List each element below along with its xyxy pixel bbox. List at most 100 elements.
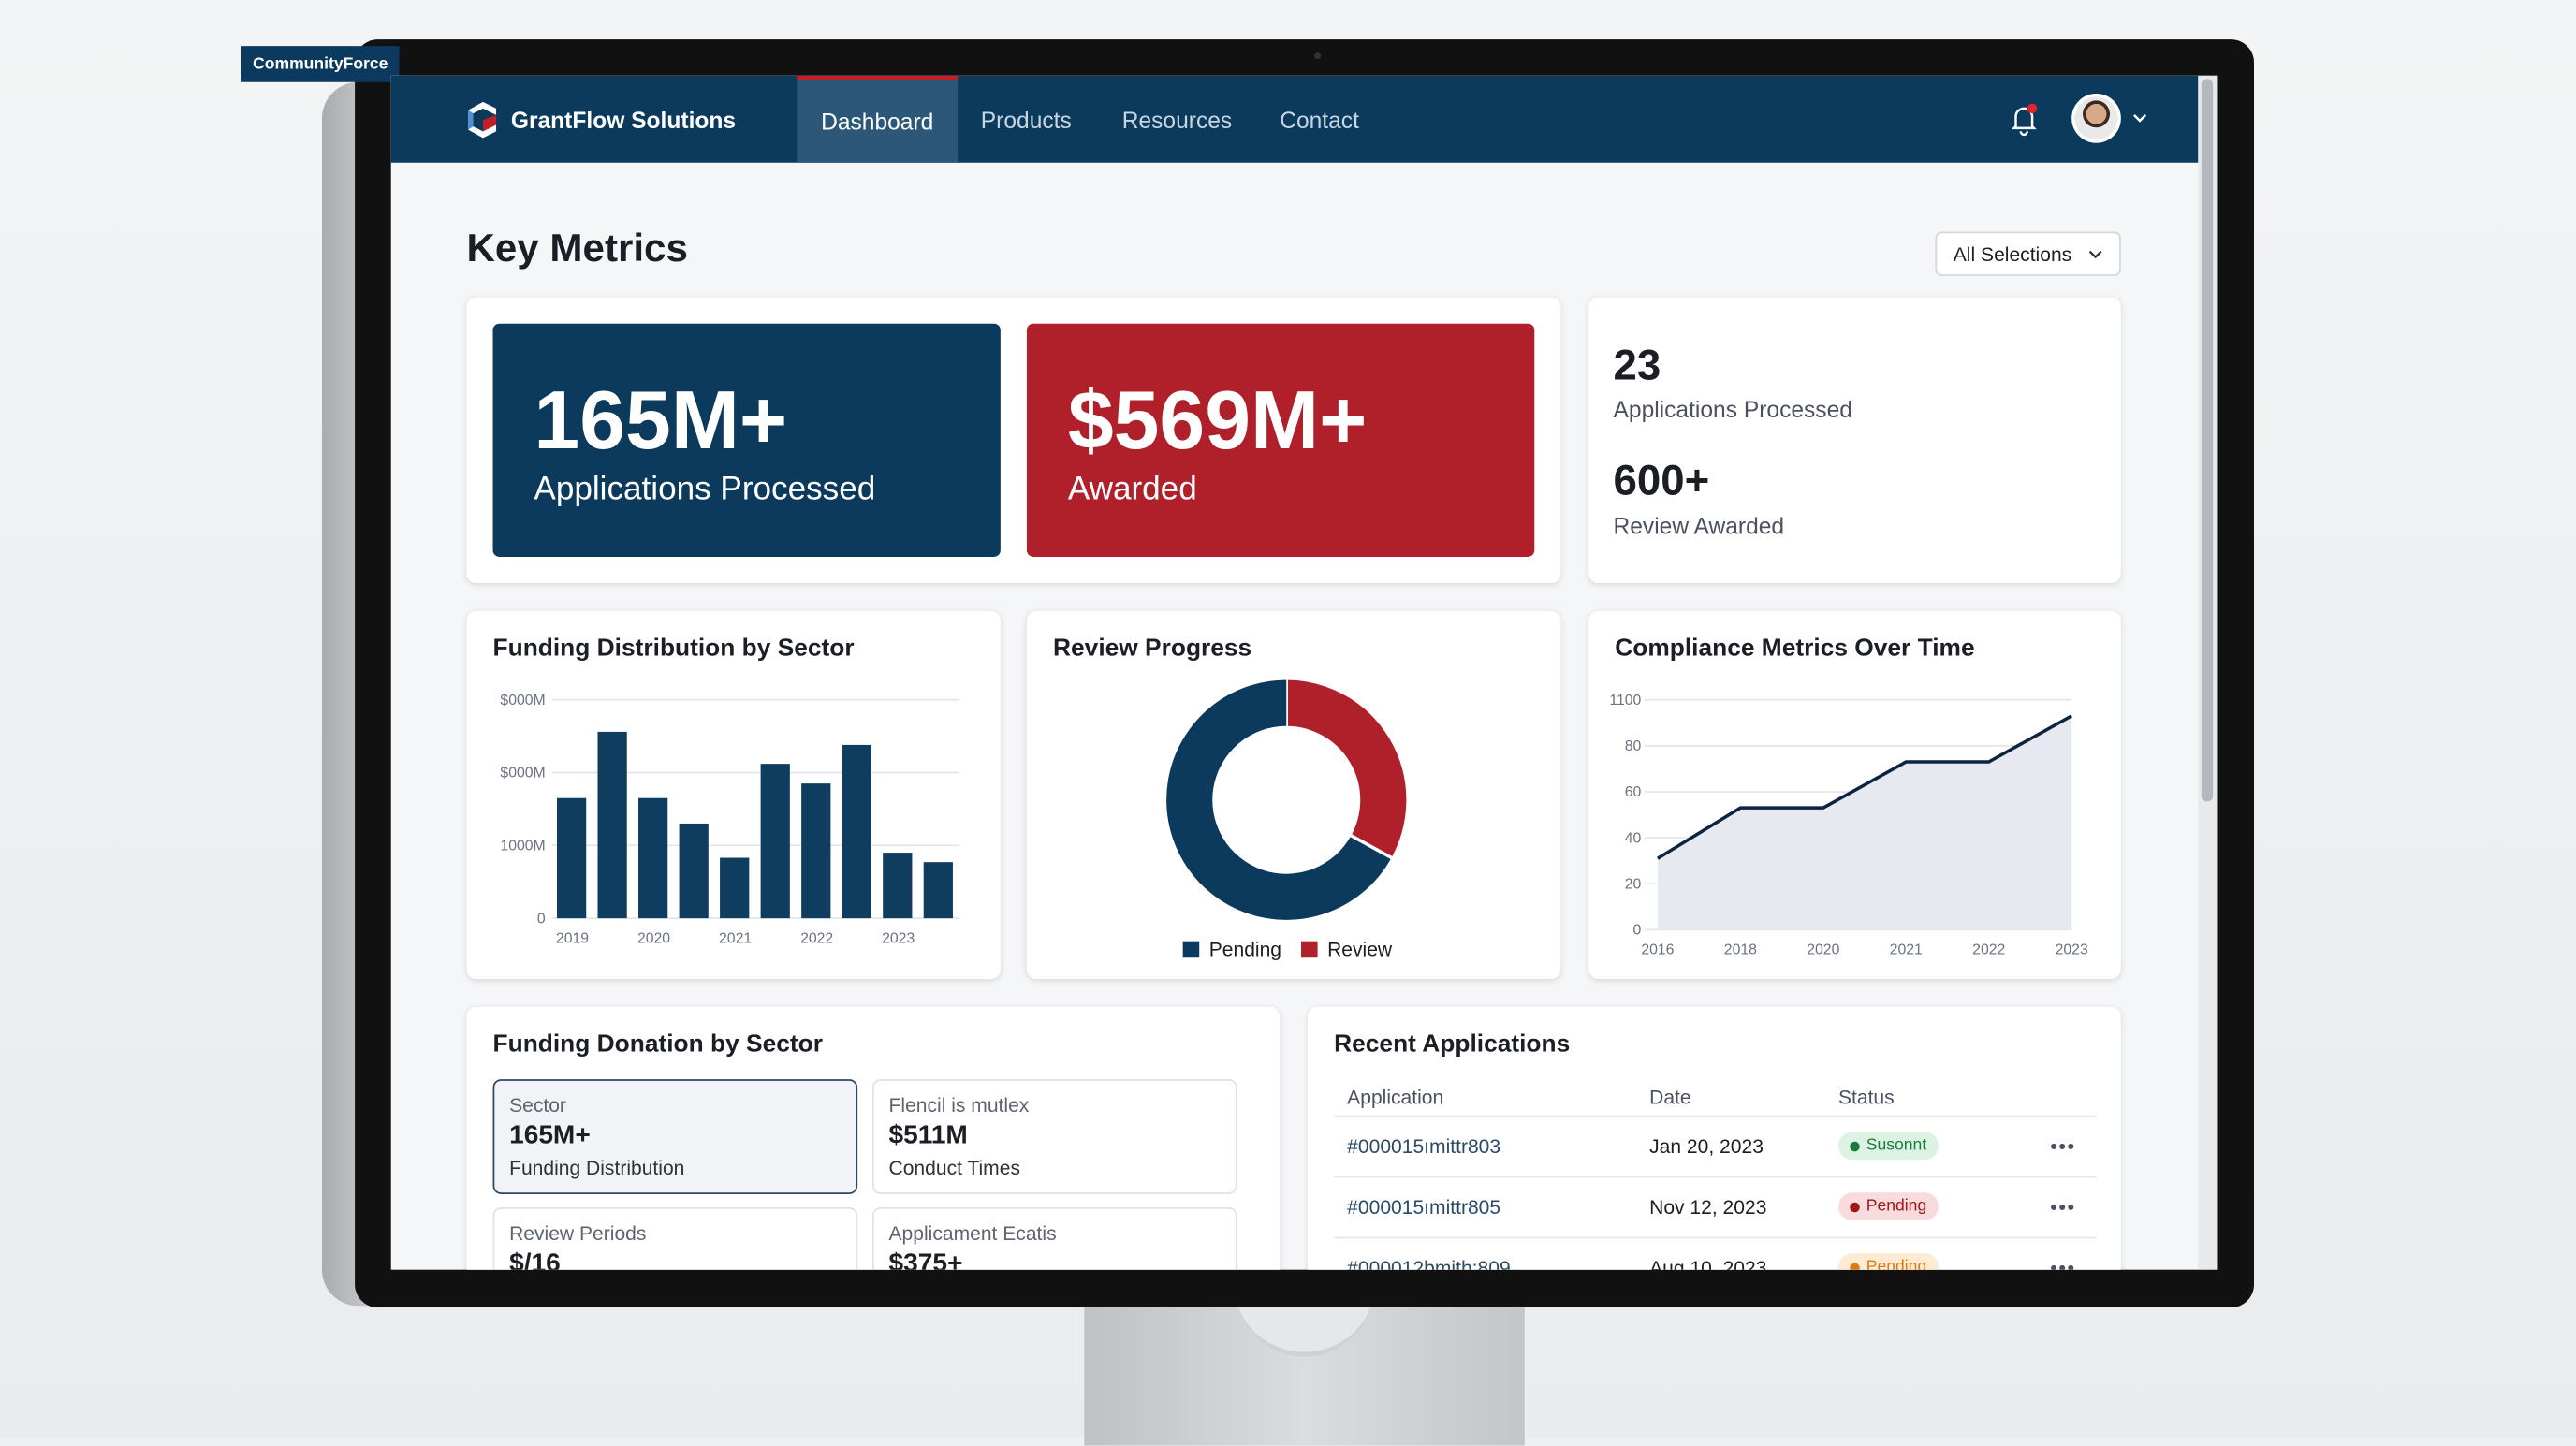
- x-tick-label: 2020: [637, 930, 670, 946]
- bar: [597, 731, 627, 919]
- table-row[interactable]: #000015ımittr805 Nov 12, 2023 Pending •••: [1334, 1176, 2097, 1235]
- chart-title: Compliance Metrics Over Time: [1615, 634, 1975, 663]
- hero-value: 165M+: [534, 374, 788, 467]
- status-dot-icon: [1850, 1140, 1860, 1151]
- hero-awarded: $569M+ Awarded: [1026, 323, 1535, 557]
- area-fill: [1657, 715, 2072, 930]
- sector-tile[interactable]: Applicament Ecatis $375+: [871, 1206, 1237, 1270]
- slice-divider: [1349, 833, 1394, 860]
- screen: GrantFlow Solutions Dashboard Products R…: [390, 75, 2218, 1270]
- bar: [720, 857, 750, 919]
- tab-resources[interactable]: Resources: [1121, 106, 1233, 133]
- tab-dashboard[interactable]: Dashboard: [797, 75, 959, 163]
- x-tick-label: 2022: [800, 930, 833, 946]
- y-tick-label: 1100: [1609, 693, 1641, 708]
- chevron-down-icon: [2088, 249, 2102, 258]
- tile-label: Sector: [509, 1093, 566, 1117]
- tile-label: Flencil is mutlex: [888, 1093, 1030, 1117]
- filter-value: All Selections: [1953, 241, 2072, 266]
- bell-icon[interactable]: [2011, 103, 2038, 137]
- donut-chart: Pending Review: [1166, 678, 1407, 960]
- x-tick-label: 2021: [719, 930, 752, 946]
- status-badge: Pending: [1837, 1253, 1939, 1270]
- scrollbar-thumb[interactable]: [2201, 79, 2214, 802]
- table-row[interactable]: #000012bmith:809 Aug 10, 2023 Pending •••: [1334, 1236, 2097, 1270]
- tile-value: $/16: [509, 1249, 561, 1270]
- application-link[interactable]: #000015ımittr805: [1347, 1194, 1501, 1219]
- chart-title: Funding Distribution by Sector: [492, 634, 855, 663]
- filter-dropdown[interactable]: All Selections: [1935, 231, 2121, 276]
- bar: [883, 853, 913, 919]
- tile-label: Review Periods: [509, 1221, 647, 1246]
- x-tick-label: 2018: [1724, 942, 1757, 958]
- tab-contact[interactable]: Contact: [1280, 106, 1359, 133]
- y-tick-label: $000M: [500, 693, 545, 708]
- x-tick-label: 2023: [2056, 942, 2088, 958]
- y-tick-label: 20: [1625, 877, 1642, 893]
- hero-label: Applications Processed: [534, 471, 876, 508]
- area-chart: 0 20 40 60 80 1100 2016 2018 2020 2021 2022 2023: [1609, 693, 2088, 958]
- x-tick-label: 2022: [1972, 942, 2005, 958]
- scrollbar[interactable]: [2198, 75, 2218, 1270]
- hero-label: Awarded: [1067, 471, 1197, 508]
- bar: [760, 764, 790, 919]
- hero-card: 165M+ Applications Processed $569M+ Awarde…: [466, 297, 1561, 584]
- chart-title: Review Progress: [1053, 634, 1252, 663]
- y-tick-label: 0: [537, 911, 546, 927]
- section-title: Recent Applications: [1334, 1030, 1571, 1059]
- y-tick-label: $000M: [500, 766, 545, 781]
- bar: [923, 862, 953, 919]
- more-options-icon[interactable]: •••: [2050, 1133, 2076, 1158]
- more-options-icon[interactable]: •••: [2050, 1194, 2076, 1219]
- brand-name: GrantFlow Solutions: [510, 107, 737, 134]
- tile-label: Applicament Ecatis: [888, 1221, 1057, 1246]
- tile-caption: Conduct Times: [888, 1156, 1020, 1180]
- line-chart-card: Compliance Metrics Over Time 0 20 40 60 80 11…: [1588, 610, 2121, 980]
- bar: [842, 744, 871, 919]
- sector-tile[interactable]: Review Periods $/16: [492, 1206, 858, 1270]
- hero-value: $569M+: [1067, 374, 1368, 467]
- sector-tile[interactable]: Sector 165M+ Funding Distribution: [492, 1079, 858, 1194]
- series-line: [1656, 714, 2073, 860]
- x-tick-label: 2016: [1641, 942, 1674, 958]
- table-row[interactable]: #000015ımittr803 Jan 20, 2023 Susonnt •••: [1334, 1115, 2097, 1175]
- bar-chart: 0 1000M $000M $000M 2019 2020 2021 2022 2023: [500, 693, 959, 946]
- tile-value: 165M+: [509, 1121, 591, 1150]
- y-tick-label: 0: [1633, 923, 1642, 939]
- status-text: Susonnt: [1866, 1136, 1927, 1155]
- donut-chart-card: Review Progress Pending Review: [1026, 610, 1561, 980]
- sector-tile[interactable]: Flencil is mutlex $511M Conduct Times: [871, 1079, 1237, 1194]
- date-cell: Nov 12, 2023: [1649, 1194, 1767, 1219]
- status-text: Pending: [1866, 1197, 1927, 1216]
- section-title: Funding Donation by Sector: [492, 1030, 824, 1059]
- more-options-icon[interactable]: •••: [2050, 1255, 2076, 1270]
- donut-slice-review: [1285, 679, 1407, 858]
- tile-value: $375+: [888, 1249, 963, 1270]
- legend-label: Pending: [1209, 939, 1281, 960]
- column-header: Date: [1649, 1086, 1691, 1109]
- application-link[interactable]: #000015ımittr803: [1347, 1133, 1501, 1158]
- page-title: Key Metrics: [466, 226, 688, 271]
- x-tick-label: 2023: [882, 930, 915, 946]
- bar: [638, 797, 668, 919]
- bar: [556, 797, 587, 919]
- status-dot-icon: [1850, 1262, 1860, 1270]
- column-header: Status: [1837, 1086, 1895, 1109]
- stat-value: 23: [1613, 340, 1661, 389]
- y-tick-label: 60: [1625, 784, 1642, 800]
- tab-products[interactable]: Products: [980, 106, 1072, 133]
- avatar[interactable]: [2071, 94, 2121, 143]
- status-text: Pending: [1866, 1258, 1927, 1270]
- bar: [801, 783, 831, 919]
- date-cell: Jan 20, 2023: [1649, 1133, 1764, 1158]
- chevron-down-icon[interactable]: [2132, 113, 2147, 124]
- application-link[interactable]: #000012bmith:809: [1347, 1255, 1511, 1270]
- x-tick-label: 2021: [1890, 942, 1923, 958]
- top-nav: GrantFlow Solutions Dashboard Products R…: [390, 75, 2199, 163]
- y-tick-label: 80: [1625, 738, 1642, 754]
- tile-caption: Funding Distribution: [509, 1156, 685, 1180]
- x-tick-label: 2019: [556, 930, 589, 946]
- y-tick-label: 1000M: [500, 839, 545, 854]
- x-tick-label: 2020: [1807, 942, 1839, 958]
